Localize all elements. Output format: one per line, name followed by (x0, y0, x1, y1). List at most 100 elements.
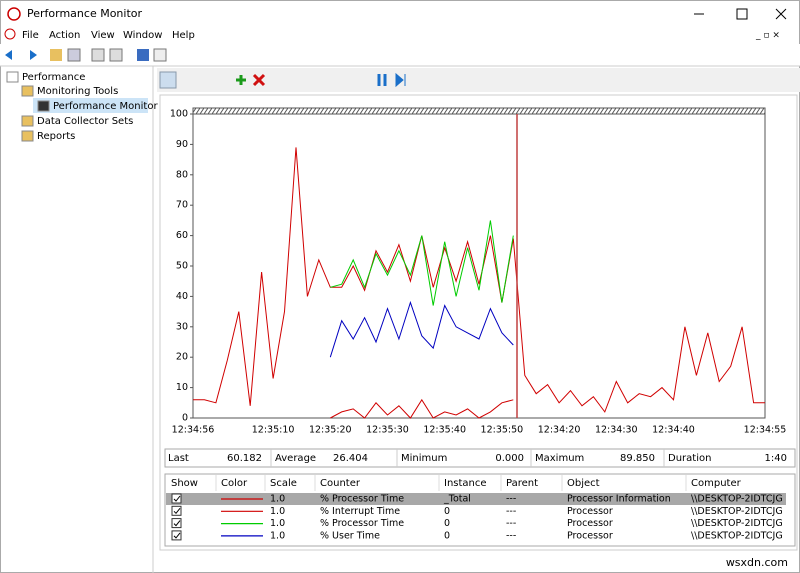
x-tick-label: 12:34:40 (652, 425, 695, 436)
stat-label: Last (168, 453, 189, 464)
tool-btn[interactable] (67, 48, 81, 62)
x-tick-label: 12:35:20 (309, 425, 352, 436)
tree-selection (33, 98, 148, 113)
stats-bar (164, 448, 796, 468)
tool-btn[interactable] (91, 48, 105, 62)
series-line (330, 398, 514, 419)
tree-item[interactable]: Performance (22, 72, 85, 83)
x-tick-label: 12:34:56 (172, 425, 215, 436)
pause[interactable] (377, 74, 387, 86)
stat-value: 1:40 (765, 453, 787, 464)
column-header: Scale (270, 478, 297, 489)
tool-btn[interactable] (137, 49, 149, 61)
cell: 1.0 (270, 530, 285, 541)
tool-btn[interactable] (50, 49, 62, 61)
show-checkbox[interactable] (171, 530, 182, 541)
tool-btn[interactable] (153, 48, 167, 62)
cell: 0 (444, 518, 450, 529)
cell: \\DESKTOP-2IDTCJG (691, 494, 783, 505)
tree-icon (6, 71, 19, 83)
cell: 1.0 (270, 494, 285, 505)
cell: Processor (567, 506, 613, 517)
show-checkbox[interactable] (171, 493, 182, 504)
tool-btn[interactable] (109, 48, 123, 62)
y-tick-label: 70 (176, 200, 188, 211)
cell: \\DESKTOP-2IDTCJG (691, 518, 783, 529)
cell: Processor (567, 518, 613, 529)
menu-item[interactable]: View (91, 30, 115, 41)
time-bar (192, 107, 766, 115)
column-header: Computer (691, 478, 742, 489)
tree-item[interactable]: Performance Monitor (53, 101, 158, 112)
stat-label: Average (275, 453, 316, 464)
app-icon (7, 7, 21, 21)
menu-item[interactable]: File (22, 30, 39, 41)
cell: % Processor Time (320, 494, 404, 505)
y-tick-label: 50 (176, 261, 188, 272)
tree-item[interactable]: Data Collector Sets (37, 116, 133, 127)
check (173, 520, 181, 527)
x-tick-label: 12:35:10 (252, 425, 295, 436)
y-tick-label: 60 (176, 230, 188, 241)
close[interactable] (775, 8, 787, 20)
tree-item[interactable]: Reports (37, 131, 75, 142)
plot-area (192, 113, 766, 419)
x-tick-label: 12:34:55 (744, 425, 787, 436)
chart-toolbar (157, 68, 800, 92)
cell: _Total (443, 494, 471, 505)
column-header: Parent (506, 478, 538, 489)
tree-item[interactable]: Monitoring Tools (37, 86, 118, 97)
show-checkbox[interactable] (171, 505, 182, 516)
cell: 0 (444, 530, 450, 541)
cell: \\DESKTOP-2IDTCJG (691, 506, 783, 517)
x-tick-label: 12:34:30 (595, 425, 638, 436)
nav-arrows[interactable] (5, 50, 37, 60)
y-tick-label: 0 (182, 413, 188, 424)
cell: --- (506, 506, 516, 517)
y-tick-label: 10 (176, 382, 188, 393)
y-tick-label: 80 (176, 169, 188, 180)
menu-item[interactable]: Window (123, 30, 162, 41)
column-header: Instance (444, 478, 487, 489)
check (173, 495, 181, 502)
toolbar (0, 44, 800, 66)
watermark: wsxdn.com (726, 556, 788, 569)
window-title: Performance Monitor (27, 7, 142, 20)
tree-icon (21, 85, 34, 97)
stat-value: 60.182 (227, 453, 262, 464)
mdi-controls[interactable]: _ ▫ × (755, 31, 780, 41)
x-tick-label: 12:35:40 (423, 425, 466, 436)
cell: % Processor Time (320, 518, 404, 529)
add-counter[interactable] (236, 75, 246, 85)
stat-value: 89.850 (620, 453, 655, 464)
x-tick-label: 12:35:50 (481, 425, 524, 436)
cell: % Interrupt Time (320, 506, 400, 517)
column-header: Color (221, 478, 248, 489)
counter-table (164, 473, 796, 547)
cell: --- (506, 494, 516, 505)
series-line (193, 147, 765, 413)
menu-item[interactable]: Action (49, 30, 80, 41)
step[interactable] (395, 72, 406, 88)
cell: Processor (567, 530, 613, 541)
check (173, 507, 181, 515)
stat-value: 0.000 (495, 453, 524, 464)
show-checkbox[interactable] (171, 518, 182, 529)
x-tick-label: 12:35:30 (366, 425, 409, 436)
stat-label: Minimum (401, 453, 447, 464)
menu-item[interactable]: Help (172, 30, 195, 41)
series-line (329, 300, 514, 358)
maximize[interactable] (736, 8, 748, 20)
cell: 1.0 (270, 506, 285, 517)
cell: --- (506, 530, 516, 541)
cell: % User Time (320, 530, 380, 541)
cell: 1.0 (270, 518, 285, 529)
chart-tool[interactable] (159, 71, 177, 89)
cell: Processor Information (567, 494, 671, 505)
y-tick-label: 20 (176, 352, 188, 363)
series-line (330, 220, 514, 306)
delete-counter[interactable] (252, 73, 266, 87)
column-header: Object (567, 478, 600, 489)
y-tick-label: 100 (170, 109, 188, 120)
